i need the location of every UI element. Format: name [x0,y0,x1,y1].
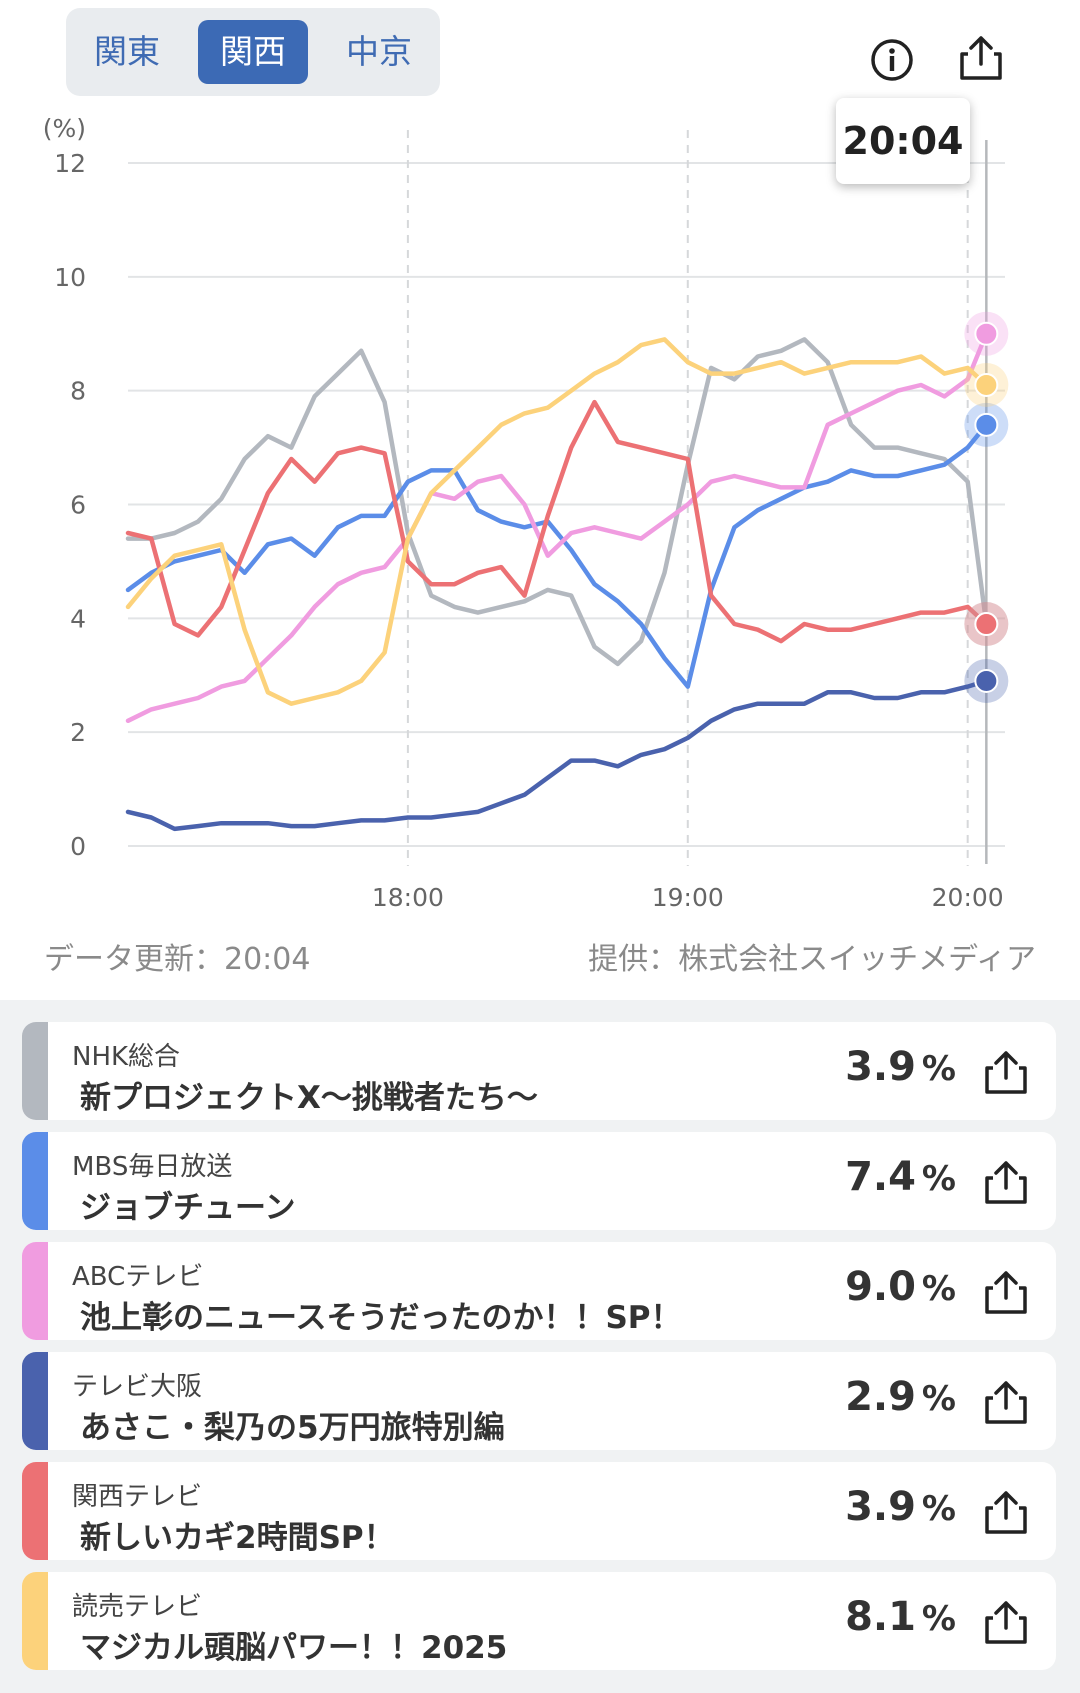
channel-card-mbs[interactable]: MBS毎日放送 ジョブチューン 7.4% [22,1132,1056,1230]
y-axis-unit-label: (%) [43,114,86,143]
rating-number: 2.9 [845,1374,916,1420]
rating-number: 8.1 [845,1594,916,1640]
share-icon[interactable] [982,1488,1030,1536]
channel-name: テレビ大阪 [72,1372,203,1402]
channel-card-ktv[interactable]: 関西テレビ 新しいカギ2時間SP！ 3.9% [22,1462,1056,1560]
series-line [125,678,989,832]
share-icon[interactable] [982,1378,1030,1426]
channel-color-bar [22,1132,48,1230]
channel-color-bar [22,1352,48,1450]
y-tick-label: 6 [70,491,86,520]
channel-card-abc[interactable]: ABCテレビ 池上彰のニュースそうだったのか！！SP！ 9.0% [22,1242,1056,1340]
x-tick-label: 20:00 [932,883,1004,912]
program-title: 新しいカギ2時間SP！ [80,1520,395,1556]
x-tick-label: 19:00 [652,883,724,912]
rating-number: 3.9 [845,1484,916,1530]
data-updated-label: データ更新：20:04 [44,942,311,977]
rating-value: 3.9% [845,1044,956,1090]
program-title: 池上彰のニュースそうだったのか！！SP！ [80,1300,682,1336]
info-icon[interactable] [870,38,914,82]
y-tick-label: 2 [70,718,86,747]
rating-number: 7.4 [845,1154,916,1200]
rating-value: 8.1% [845,1594,956,1640]
series-end-marker [974,612,999,637]
ratings-line-chart: 0 2 4 6 8 10 12 (%) 18:00 19:00 20:00 [43,114,1009,912]
share-icon[interactable] [958,34,1004,82]
channel-color-bar [22,1572,48,1670]
series-end-marker [974,668,999,693]
channel-card-ytv[interactable]: 読売テレビ マジカル頭脳パワー！！2025 8.1% [22,1572,1056,1670]
tab-chukyo[interactable]: 中京 [346,32,412,71]
series-line [125,337,989,667]
channel-card-nhk[interactable]: NHK総合 新プロジェクトX～挑戦者たち～ 3.9% [22,1022,1056,1120]
series-end-marker [974,321,999,346]
channel-name: 読売テレビ [72,1592,203,1622]
program-title: 新プロジェクトX～挑戦者たち～ [80,1080,538,1116]
x-tick-label: 18:00 [372,883,444,912]
y-tick-label: 0 [70,832,86,861]
y-tick-label: 12 [54,149,86,178]
channel-name: 関西テレビ [72,1482,203,1512]
rating-number: 9.0 [845,1264,916,1310]
channel-name: ABCテレビ [72,1262,204,1292]
program-title: あさこ・梨乃の5万円旅特別編 [80,1410,505,1446]
rating-unit: % [921,1049,956,1089]
program-title: マジカル頭脳パワー！！2025 [80,1630,508,1666]
series-line [125,399,989,644]
data-source-label: 提供：株式会社スイッチメディア [588,942,1036,977]
rating-value: 7.4% [845,1154,956,1200]
region-tab-bar: 関東 関西 中京 [66,8,440,96]
rating-unit: % [921,1489,956,1529]
series-end-marker [974,412,999,437]
rating-unit: % [921,1599,956,1639]
channel-name: MBS毎日放送 [72,1152,233,1182]
rating-unit: % [921,1379,956,1419]
share-icon[interactable] [982,1268,1030,1316]
rating-value: 2.9% [845,1374,956,1420]
rating-unit: % [921,1159,956,1199]
tab-kansai[interactable]: 関西 [198,20,308,84]
program-title: ジョブチューン [80,1190,296,1226]
share-icon[interactable] [982,1158,1030,1206]
share-icon[interactable] [982,1598,1030,1646]
channel-name: NHK総合 [72,1042,181,1072]
series-line [125,422,989,689]
channel-color-bar [22,1022,48,1120]
series-line [125,337,989,706]
channel-list: NHK総合 新プロジェクトX～挑戦者たち～ 3.9% MBS毎日放送 ジョブチュ… [0,1000,1080,1693]
series-line [125,331,989,724]
rating-value: 3.9% [845,1484,956,1530]
y-tick-label: 10 [54,263,86,292]
channel-card-tv-osaka[interactable]: テレビ大阪 あさこ・梨乃の5万円旅特別編 2.9% [22,1352,1056,1450]
channel-color-bar [22,1242,48,1340]
rating-number: 3.9 [845,1044,916,1090]
cursor-time-tooltip: 20:04 [836,98,970,184]
tab-kanto[interactable]: 関東 [94,32,160,71]
share-icon[interactable] [982,1048,1030,1096]
rating-value: 9.0% [845,1264,956,1310]
y-tick-label: 4 [70,604,86,633]
channel-color-bar [22,1462,48,1560]
y-tick-label: 8 [70,377,86,406]
rating-unit: % [921,1269,956,1309]
series-end-marker [974,372,999,397]
